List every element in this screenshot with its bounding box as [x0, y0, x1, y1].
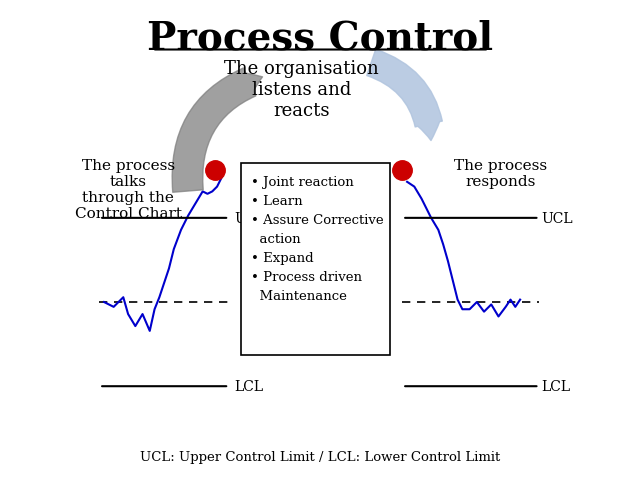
FancyArrowPatch shape: [367, 50, 442, 141]
FancyBboxPatch shape: [241, 163, 390, 355]
Text: UCL: UCL: [234, 211, 265, 226]
Text: Process Control: Process Control: [147, 19, 494, 58]
Text: The process
responds: The process responds: [454, 158, 547, 189]
Text: LCL: LCL: [542, 379, 571, 394]
Text: The organisation
listens and
reacts: The organisation listens and reacts: [224, 60, 379, 120]
Text: Process Control: Process Control: [147, 19, 494, 58]
Text: UCL: Upper Control Limit / LCL: Lower Control Limit: UCL: Upper Control Limit / LCL: Lower Co…: [140, 450, 501, 463]
FancyArrowPatch shape: [172, 69, 263, 193]
Text: • Joint reaction
• Learn
• Assure Corrective
  action
• Expand
• Process driven
: • Joint reaction • Learn • Assure Correc…: [251, 175, 383, 302]
Text: The process
talks
through the
Control Chart: The process talks through the Control Ch…: [74, 158, 181, 221]
Text: UCL: UCL: [542, 211, 574, 226]
Text: LCL: LCL: [234, 379, 263, 394]
